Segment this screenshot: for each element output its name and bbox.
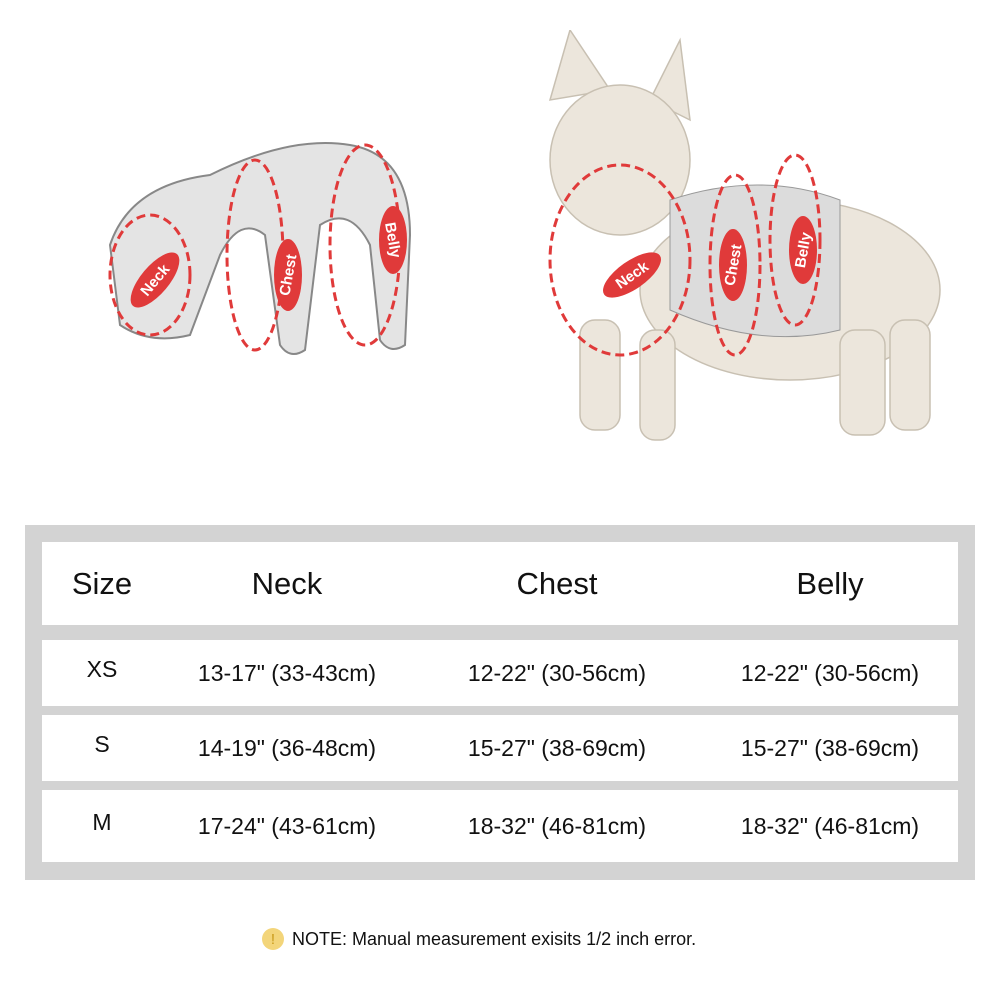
- exclamation-icon: !: [262, 928, 284, 950]
- chest-label-badge: Chest: [719, 229, 747, 301]
- table-row: S 14-19" (36-48cm) 15-27" (38-69cm) 15-2…: [42, 715, 958, 781]
- header-size: Size: [71, 565, 133, 601]
- table-header-row: Size Neck Chest Belly: [42, 542, 958, 625]
- belly-label-badge: Belly: [789, 216, 817, 284]
- header-belly: Belly: [796, 565, 864, 601]
- chest-cell: 15-27" (38-69cm): [467, 734, 647, 761]
- table-row: M 17-24" (43-61cm) 18-32" (46-81cm) 18-3…: [42, 790, 958, 862]
- svg-text:Chest: Chest: [277, 253, 301, 297]
- header-chest: Chest: [516, 565, 598, 601]
- neck-cell: 17-24" (43-61cm): [197, 812, 377, 839]
- svg-text:Belly: Belly: [381, 221, 404, 260]
- size-cell: XS: [86, 655, 118, 682]
- measurement-note: ! NOTE: Manual measurement exisits 1/2 i…: [262, 928, 696, 950]
- chest-cell: 18-32" (46-81cm): [467, 812, 647, 839]
- chest-label-badge: Chest: [274, 239, 302, 311]
- svg-text:Belly: Belly: [792, 230, 815, 269]
- neck-cell: 14-19" (36-48cm): [197, 734, 377, 761]
- belly-cell: 12-22" (30-56cm): [740, 659, 920, 686]
- header-neck: Neck: [251, 565, 323, 601]
- dog-wearing-harness-photo: Neck Chest Belly: [548, 30, 941, 441]
- neck-cell: 13-17" (33-43cm): [197, 659, 377, 686]
- size-cell: M: [92, 808, 112, 835]
- harness-illustration: Neck Chest Belly: [108, 142, 412, 355]
- chest-cell: 12-22" (30-56cm): [467, 659, 647, 686]
- belly-cell: 18-32" (46-81cm): [740, 812, 920, 839]
- table-row: XS 13-17" (33-43cm) 12-22" (30-56cm) 12-…: [42, 640, 958, 706]
- note-text: NOTE: Manual measurement exisits 1/2 inc…: [292, 928, 697, 949]
- size-chart-table: Size Neck Chest Belly XS 13-17" (33-43cm…: [25, 525, 975, 880]
- size-cell: S: [94, 730, 110, 757]
- belly-label-badge: Belly: [379, 206, 407, 274]
- belly-cell: 15-27" (38-69cm): [740, 734, 920, 761]
- svg-text:Chest: Chest: [722, 243, 746, 287]
